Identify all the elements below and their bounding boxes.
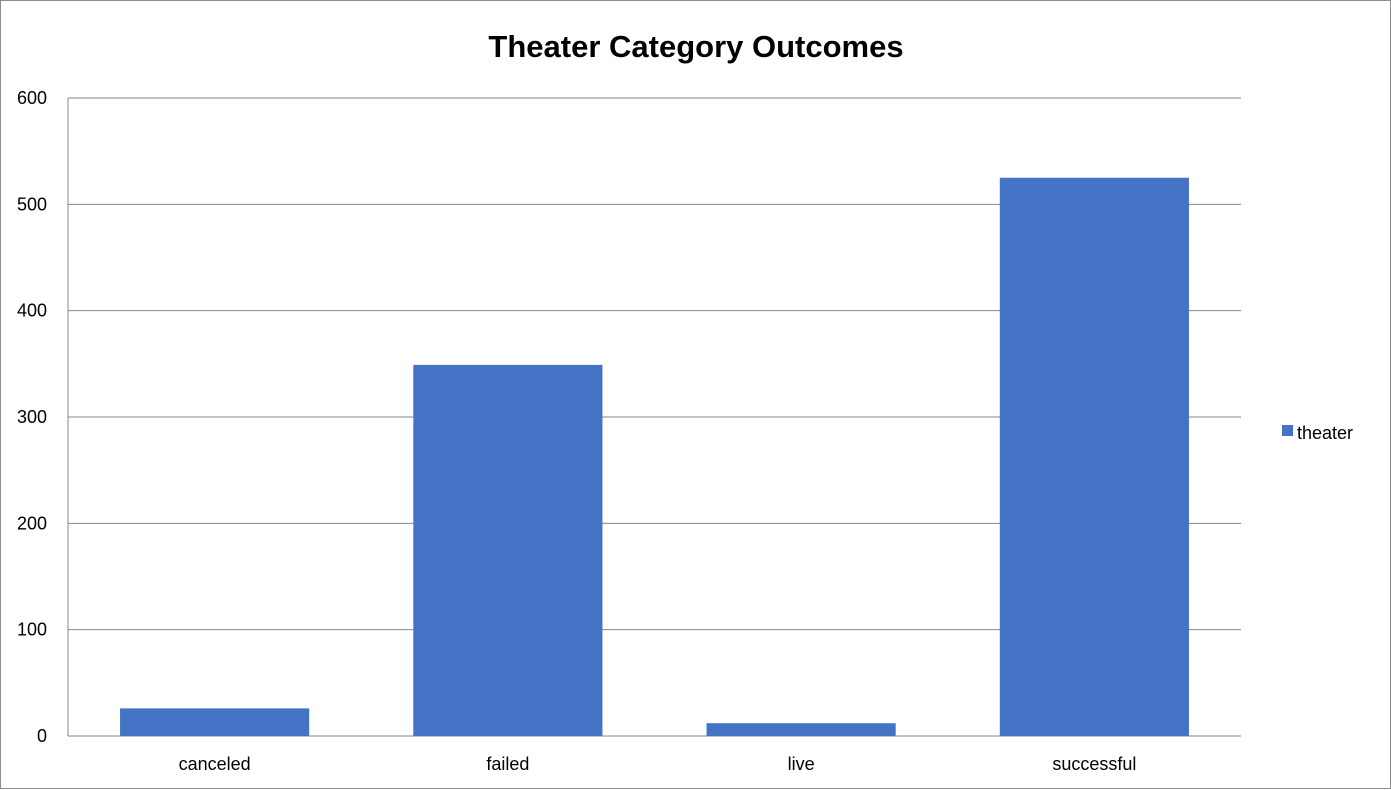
bar-failed: [413, 364, 603, 736]
chart-title: Theater Category Outcomes: [488, 29, 903, 64]
y-tick-label: 600: [17, 88, 47, 108]
y-tick-label: 400: [17, 301, 47, 321]
y-tick-label: 100: [17, 620, 47, 640]
gridlines: [67, 97, 1241, 737]
x-axis-ticks: canceled failed live successful: [179, 754, 1137, 774]
legend: theater: [1282, 423, 1353, 443]
bar-live: [706, 723, 896, 736]
bar-successful: [999, 177, 1189, 736]
y-axis-ticks: 0 100 200 300 400 500 600: [17, 88, 47, 746]
legend-swatch-theater: [1282, 425, 1293, 436]
bar-canceled: [120, 708, 310, 736]
bars: [120, 177, 1189, 736]
y-tick-label: 0: [37, 726, 47, 746]
y-tick-label: 500: [17, 194, 47, 214]
y-tick-label: 200: [17, 513, 47, 533]
y-tick-label: 300: [17, 407, 47, 427]
x-tick-label: failed: [486, 754, 529, 774]
x-tick-label: canceled: [179, 754, 251, 774]
x-tick-label: live: [788, 754, 815, 774]
x-tick-label: successful: [1052, 754, 1136, 774]
legend-label-theater: theater: [1297, 423, 1353, 443]
